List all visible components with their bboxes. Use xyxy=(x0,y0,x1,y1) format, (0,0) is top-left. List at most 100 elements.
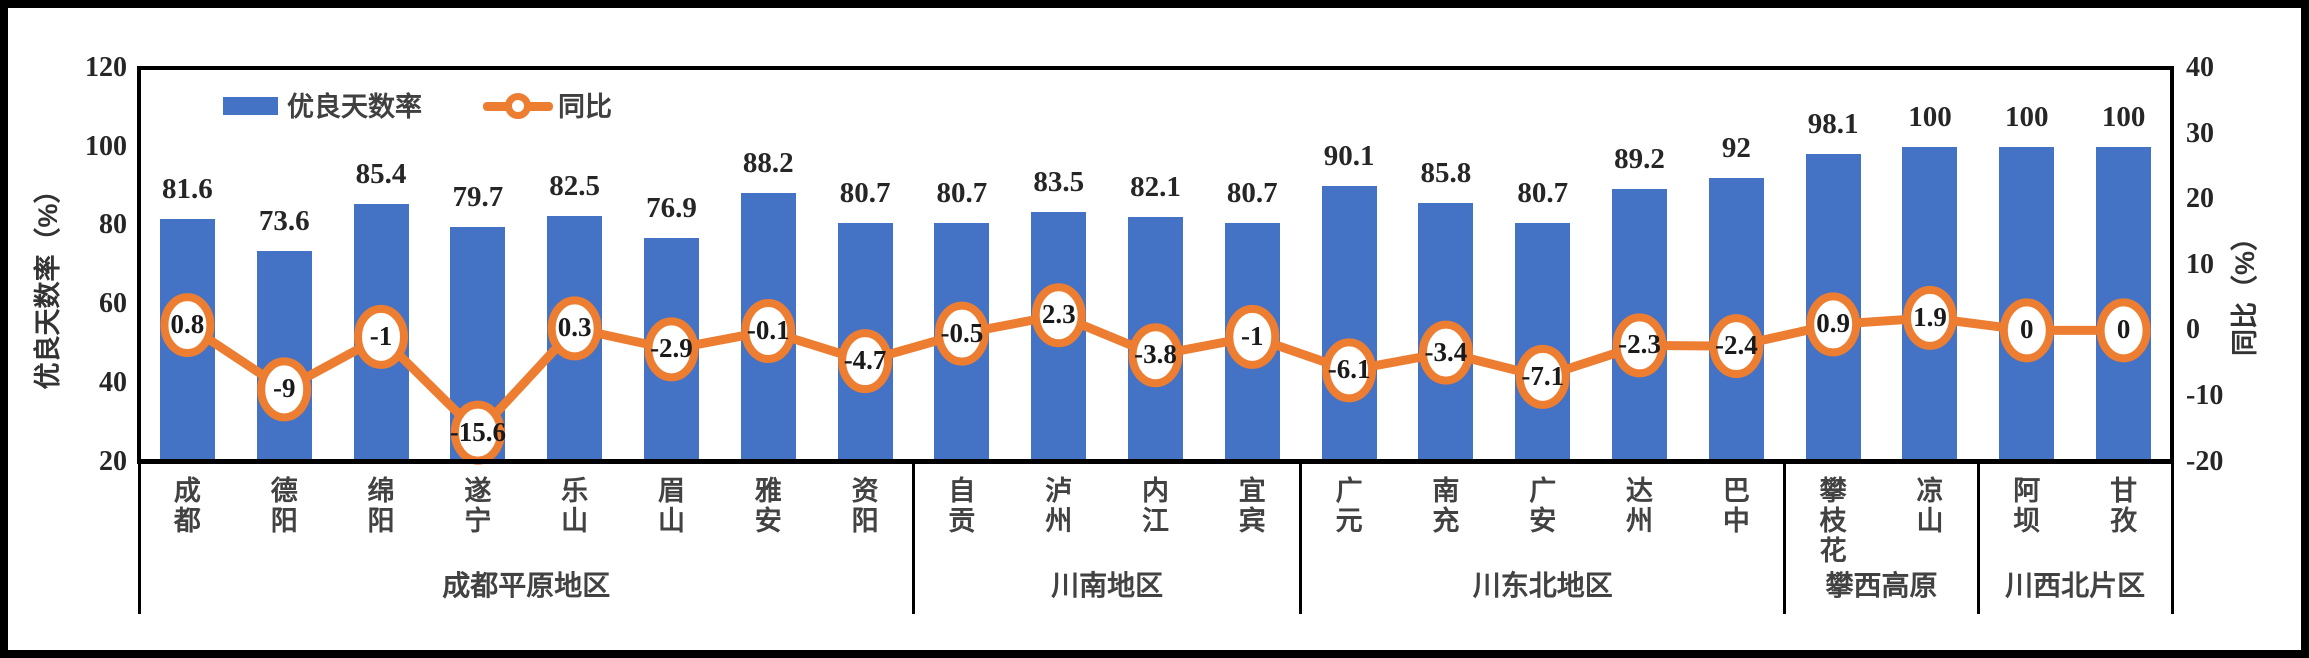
marker-value-label: 2.3 xyxy=(1041,299,1076,330)
line-marker xyxy=(257,357,312,422)
city-label: 乐 山 xyxy=(561,476,589,536)
bar-value-label: 80.7 xyxy=(1517,176,1569,209)
bar-value-label: 90.1 xyxy=(1323,139,1375,172)
line-marker xyxy=(1515,344,1570,409)
marker-value-label: -9 xyxy=(272,373,296,404)
group-separator xyxy=(1976,462,1980,614)
right-axis-tick: 40 xyxy=(2186,52,2214,83)
bar-value-label: 83.5 xyxy=(1033,165,1085,198)
city-label: 巴 中 xyxy=(1722,476,1750,536)
marker-value-label: -2.3 xyxy=(1618,329,1661,360)
bar-value-label: 100 xyxy=(2005,100,2049,133)
city-label: 自 贡 xyxy=(948,476,976,536)
marker-value-label: -1 xyxy=(369,320,393,351)
bar-value-label: 80.7 xyxy=(839,176,891,209)
city-label: 绵 阳 xyxy=(367,476,395,536)
line-marker xyxy=(741,298,796,363)
bar-value-label: 92 xyxy=(1721,132,1751,165)
line-marker xyxy=(1418,320,1473,385)
marker-value-label: 0.8 xyxy=(170,309,205,340)
city-label: 成 都 xyxy=(173,476,201,536)
bar-value-label: 76.9 xyxy=(646,191,697,224)
city-label: 雅 安 xyxy=(754,476,782,536)
bar-value-label: 82.5 xyxy=(549,169,601,202)
marker-value-label: 1.9 xyxy=(1913,301,1947,332)
line-marker xyxy=(1999,298,2054,363)
right-axis-tick: -20 xyxy=(2186,445,2224,477)
line-marker xyxy=(1612,313,1667,378)
group-separator xyxy=(1299,462,1303,614)
group-separator xyxy=(2170,462,2174,614)
left-axis-tick: 80 xyxy=(99,209,127,241)
line-marker xyxy=(1322,338,1377,403)
bar xyxy=(1321,185,1377,463)
line-marker xyxy=(1806,292,1861,357)
marker-value-label: -7.1 xyxy=(1521,360,1565,391)
right-axis-tick: -10 xyxy=(2186,379,2224,411)
city-label: 南 充 xyxy=(1432,476,1460,536)
marker-value-label: 0.3 xyxy=(557,312,592,343)
city-label: 宜 宾 xyxy=(1238,476,1266,536)
marker-value-label: -3.8 xyxy=(1134,339,1177,370)
legend-line-label: 同比 xyxy=(558,92,612,122)
marker-value-label: -6.1 xyxy=(1327,354,1371,385)
marker-value-label: -1 xyxy=(1241,320,1264,351)
bar-value-label: 82.1 xyxy=(1130,171,1181,204)
line-marker xyxy=(354,304,409,369)
line-marker xyxy=(547,296,602,361)
right-axis-tick: 20 xyxy=(2186,183,2214,215)
bar-value-label: 79.7 xyxy=(452,180,504,213)
line-marker xyxy=(1225,304,1280,369)
bar xyxy=(256,250,312,463)
bar-value-label: 81.6 xyxy=(162,173,213,206)
city-label: 凉 山 xyxy=(1916,476,1944,536)
city-label: 广 元 xyxy=(1335,476,1363,536)
group-separator xyxy=(137,462,141,614)
left-axis-tick: 100 xyxy=(85,130,127,162)
line-marker xyxy=(644,317,699,382)
line-marker xyxy=(1031,283,1086,348)
bar-value-label: 73.6 xyxy=(258,204,310,237)
city-label: 攀 枝 花 xyxy=(1819,476,1847,566)
line-marker xyxy=(160,293,215,358)
bar-value-label: 100 xyxy=(2101,100,2146,133)
bar xyxy=(1515,222,1571,463)
line-marker xyxy=(1902,285,1957,350)
bar-value-label: 80.7 xyxy=(1226,176,1278,209)
bar-value-label: 88.2 xyxy=(742,147,794,180)
region-label: 攀西高原 xyxy=(1825,570,1938,601)
bar-value-label: 98.1 xyxy=(1807,108,1859,141)
line-marker xyxy=(1709,314,1764,379)
marker-value-label: 0 xyxy=(2020,314,2034,345)
line-marker xyxy=(2096,298,2151,363)
right-axis-tick: 0 xyxy=(2186,314,2200,346)
left-axis-tick: 60 xyxy=(99,288,127,320)
line-marker xyxy=(934,301,989,366)
right-axis-tick: 10 xyxy=(2186,248,2214,280)
city-label: 甘 孜 xyxy=(2110,476,2138,536)
left-axis-tick: 40 xyxy=(99,366,127,398)
marker-value-label: 0 xyxy=(2116,314,2131,345)
marker-value-label: -15.6 xyxy=(449,416,506,447)
left-axis-tick: 120 xyxy=(85,52,127,83)
region-label: 川南地区 xyxy=(1051,570,1164,601)
region-label: 川东北地区 xyxy=(1472,570,1613,601)
legend-line-marker-icon xyxy=(505,93,531,119)
legend-bar-label: 优良天数率 xyxy=(287,92,422,122)
city-label: 阿 坝 xyxy=(2013,476,2041,536)
marker-value-label: -4.7 xyxy=(843,345,887,376)
region-label: 成都平原地区 xyxy=(442,570,611,601)
city-label: 达 州 xyxy=(1626,476,1654,536)
city-label: 眉 山 xyxy=(657,476,685,536)
region-label: 川西北片区 xyxy=(2005,570,2146,601)
city-label: 广 安 xyxy=(1529,476,1557,536)
group-separator xyxy=(911,462,915,614)
legend-bar-swatch-icon xyxy=(223,97,278,115)
marker-value-label: 0.9 xyxy=(1816,308,1851,339)
bar-value-label: 85.8 xyxy=(1420,156,1472,189)
city-label: 德 阳 xyxy=(270,476,298,536)
left-axis-tick: 20 xyxy=(99,445,127,477)
marker-value-label: -0.1 xyxy=(746,314,790,345)
